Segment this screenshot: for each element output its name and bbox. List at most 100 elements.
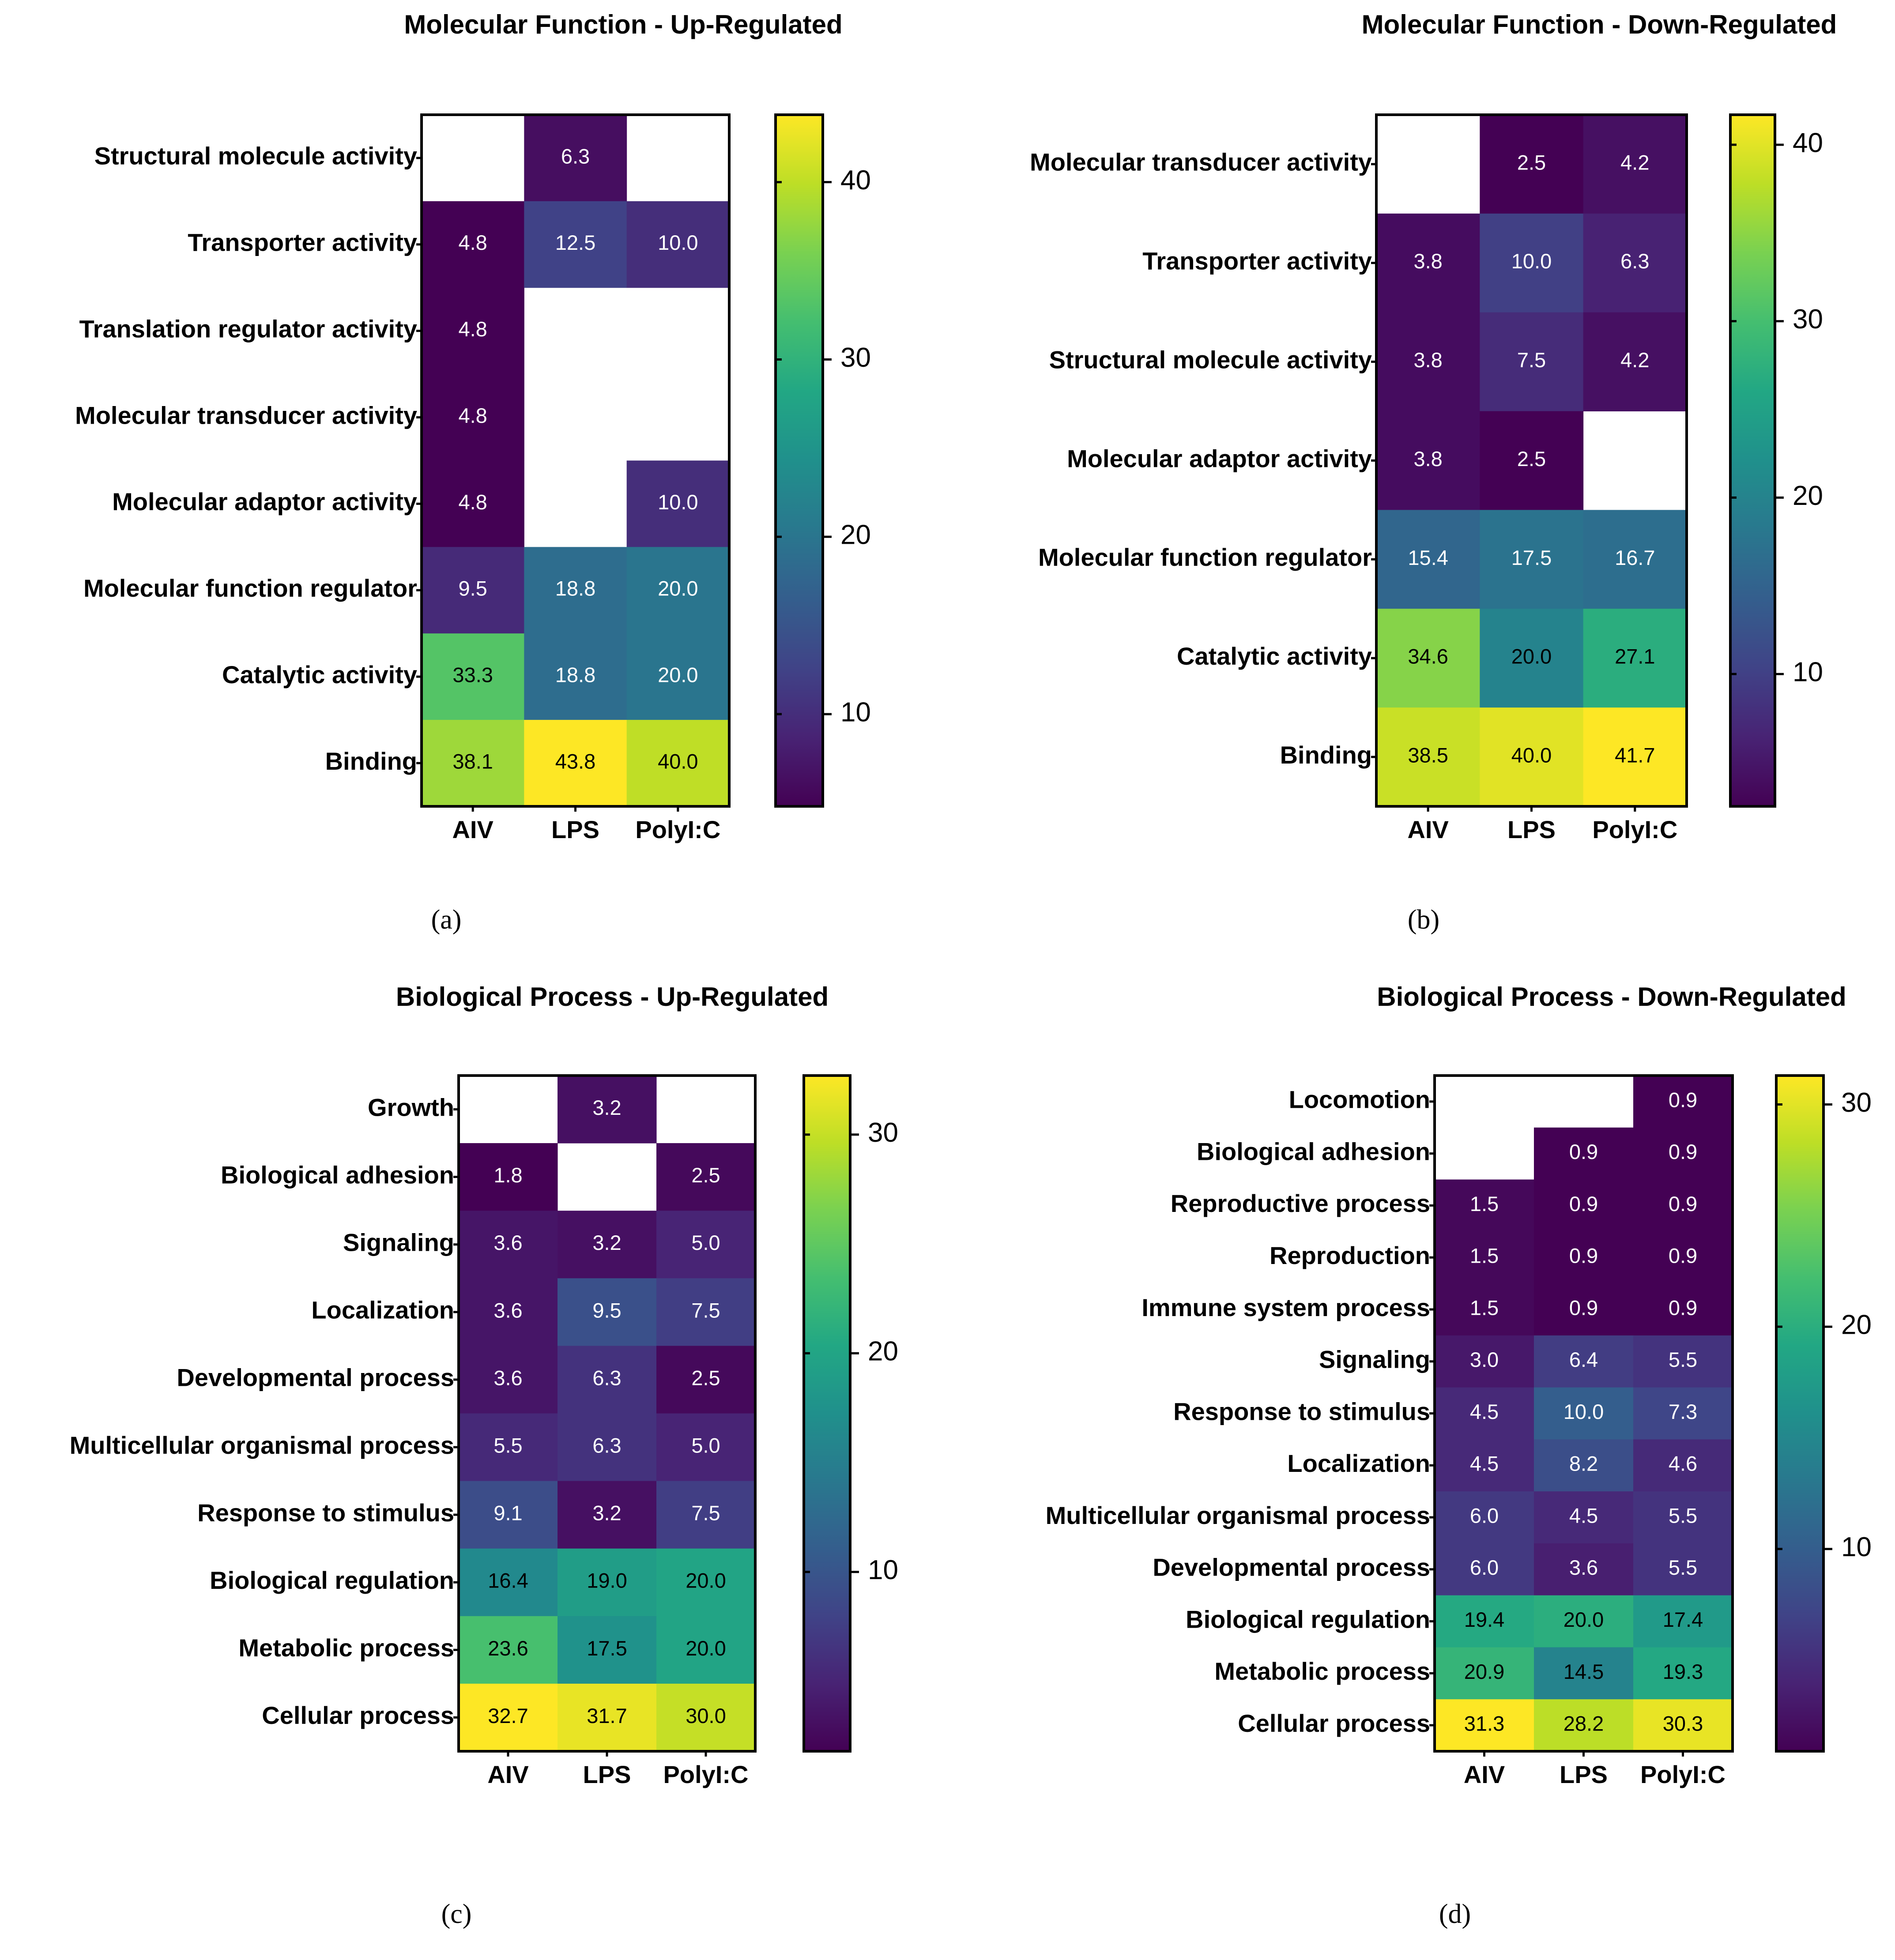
cell-value-label: 40.0 bbox=[658, 749, 698, 773]
cell-value-label: 0.9 bbox=[1669, 1088, 1697, 1111]
colorbar-tick-label: 20 bbox=[868, 1336, 898, 1367]
row-label: Response to stimulus bbox=[197, 1499, 454, 1527]
cell-value-label: 10.0 bbox=[1511, 249, 1552, 273]
row-label: Catalytic activity bbox=[222, 661, 417, 688]
heatmap-cell bbox=[626, 633, 730, 720]
cell-value-label: 0.9 bbox=[1569, 1296, 1598, 1319]
colorbar-tick-label: 30 bbox=[1841, 1087, 1872, 1118]
heatmap-cell bbox=[1435, 1491, 1534, 1544]
colorbar-tick-label: 10 bbox=[1841, 1532, 1872, 1562]
column-label: LPS bbox=[551, 816, 599, 843]
heatmap-cell bbox=[1435, 1283, 1534, 1336]
cell-value-label: 31.3 bbox=[1464, 1712, 1504, 1735]
panel-label: (a) bbox=[431, 905, 462, 935]
heatmap-cell bbox=[626, 547, 730, 634]
heatmap-cell bbox=[459, 1481, 558, 1549]
heatmap-cell bbox=[1633, 1595, 1733, 1648]
row-label: Growth bbox=[368, 1093, 454, 1121]
heatmap-cell bbox=[1376, 411, 1480, 510]
heatmap-cell bbox=[1480, 115, 1584, 214]
heatmap-cell bbox=[459, 1616, 558, 1684]
heatmap-cell bbox=[1633, 1647, 1733, 1700]
cell-value-label: 40.0 bbox=[1511, 743, 1552, 767]
panel-label: (c) bbox=[441, 1899, 472, 1929]
heatmap-cell bbox=[459, 1278, 558, 1346]
cell-value-label: 0.9 bbox=[1569, 1140, 1598, 1163]
row-label: Transporter activity bbox=[188, 229, 417, 256]
column-label: PolyI:C bbox=[1592, 816, 1677, 843]
heatmap-panel-a: Molecular Function - Up-Regulated (a) 6.3 4… bbox=[75, 10, 871, 935]
heatmap-panel-b: Molecular Function - Down-Regulated (b) 2.… bbox=[1030, 10, 1837, 935]
heatmap-cell bbox=[656, 1616, 756, 1684]
cell-value-label: 0.9 bbox=[1669, 1244, 1697, 1268]
row-label: Biological adhesion bbox=[221, 1161, 454, 1189]
heatmap-cell bbox=[558, 1413, 657, 1482]
cell-value-label: 30.0 bbox=[686, 1704, 726, 1727]
heatmap-cell bbox=[459, 1211, 558, 1279]
column-label: LPS bbox=[1560, 1761, 1608, 1788]
heatmap-cell bbox=[656, 1481, 756, 1549]
heatmap-cell bbox=[1583, 707, 1687, 807]
cell-value-label: 3.8 bbox=[1413, 249, 1442, 273]
heatmap-cell bbox=[626, 460, 730, 547]
cell-value-label: 6.4 bbox=[1569, 1348, 1598, 1371]
heatmap-cell bbox=[1633, 1283, 1733, 1336]
heatmap-cell bbox=[1633, 1076, 1733, 1128]
heatmap-cell bbox=[1583, 609, 1687, 708]
cell-value-label: 3.8 bbox=[1413, 348, 1442, 372]
row-label: Molecular function regulator bbox=[83, 574, 417, 602]
column-label: PolyI:C bbox=[635, 816, 720, 843]
cell-value-label: 20.9 bbox=[1464, 1660, 1504, 1683]
heatmap-cell bbox=[1480, 411, 1584, 510]
cell-value-label: 16.4 bbox=[488, 1569, 528, 1592]
row-label: Molecular function regulator bbox=[1038, 543, 1372, 571]
heatmap-cell bbox=[1534, 1439, 1634, 1492]
heatmap-cell bbox=[1435, 1647, 1534, 1700]
heatmap-cell bbox=[1435, 1595, 1534, 1648]
cell-value-label: 18.8 bbox=[555, 663, 595, 687]
cell-value-label: 4.5 bbox=[1470, 1452, 1499, 1475]
cell-value-label: 7.5 bbox=[691, 1298, 720, 1322]
cell-value-label: 17.4 bbox=[1663, 1608, 1703, 1631]
cell-value-label: 17.5 bbox=[1511, 546, 1552, 569]
heatmap-cell bbox=[1534, 1335, 1634, 1388]
row-label: Response to stimulus bbox=[1173, 1397, 1430, 1425]
heatmap-cell bbox=[1534, 1647, 1634, 1700]
cell-value-label: 0.9 bbox=[1569, 1244, 1598, 1268]
cell-value-label: 4.6 bbox=[1669, 1452, 1697, 1475]
heatmap-cell bbox=[1534, 1387, 1634, 1440]
cell-value-label: 6.3 bbox=[592, 1366, 621, 1389]
cell-value-label: 33.3 bbox=[452, 663, 493, 687]
heatmap-cell bbox=[1633, 1543, 1733, 1596]
cell-value-label: 0.9 bbox=[1669, 1192, 1697, 1215]
row-label: Multicellular organismal process bbox=[70, 1431, 454, 1459]
heatmap-cell bbox=[1480, 312, 1584, 412]
cell-value-label: 9.1 bbox=[494, 1501, 522, 1525]
row-label: Reproductive process bbox=[1171, 1189, 1430, 1217]
cell-value-label: 19.3 bbox=[1663, 1660, 1703, 1683]
cell-value-label: 20.0 bbox=[686, 1636, 726, 1660]
heatmap-cell bbox=[1534, 1283, 1634, 1336]
heatmap-cell bbox=[422, 633, 524, 720]
cell-value-label: 4.5 bbox=[1470, 1400, 1499, 1423]
heatmap-cell bbox=[1376, 312, 1480, 412]
cell-value-label: 3.6 bbox=[494, 1231, 522, 1254]
heatmap-cell bbox=[1583, 510, 1687, 609]
heatmap-cell bbox=[1376, 510, 1480, 609]
row-label: Translation regulator activity bbox=[79, 315, 417, 342]
cell-value-label: 5.0 bbox=[691, 1433, 720, 1457]
heatmap-cell bbox=[1376, 213, 1480, 313]
cell-value-label: 3.2 bbox=[592, 1096, 621, 1119]
cell-value-label: 41.7 bbox=[1615, 743, 1655, 767]
cell-value-label: 20.0 bbox=[1511, 645, 1552, 668]
chart-title: Molecular Function - Down-Regulated bbox=[1362, 10, 1837, 39]
cell-value-label: 18.8 bbox=[555, 577, 595, 600]
heatmap-cell bbox=[524, 201, 627, 288]
heatmap-cell bbox=[422, 374, 524, 461]
heatmap-cell bbox=[1435, 1699, 1534, 1752]
cell-value-label: 3.8 bbox=[1413, 447, 1442, 470]
row-label: Cellular process bbox=[262, 1701, 454, 1729]
cell-value-label: 1.5 bbox=[1470, 1296, 1499, 1319]
cell-value-label: 0.9 bbox=[1669, 1296, 1697, 1319]
heatmap-cell bbox=[1633, 1491, 1733, 1544]
